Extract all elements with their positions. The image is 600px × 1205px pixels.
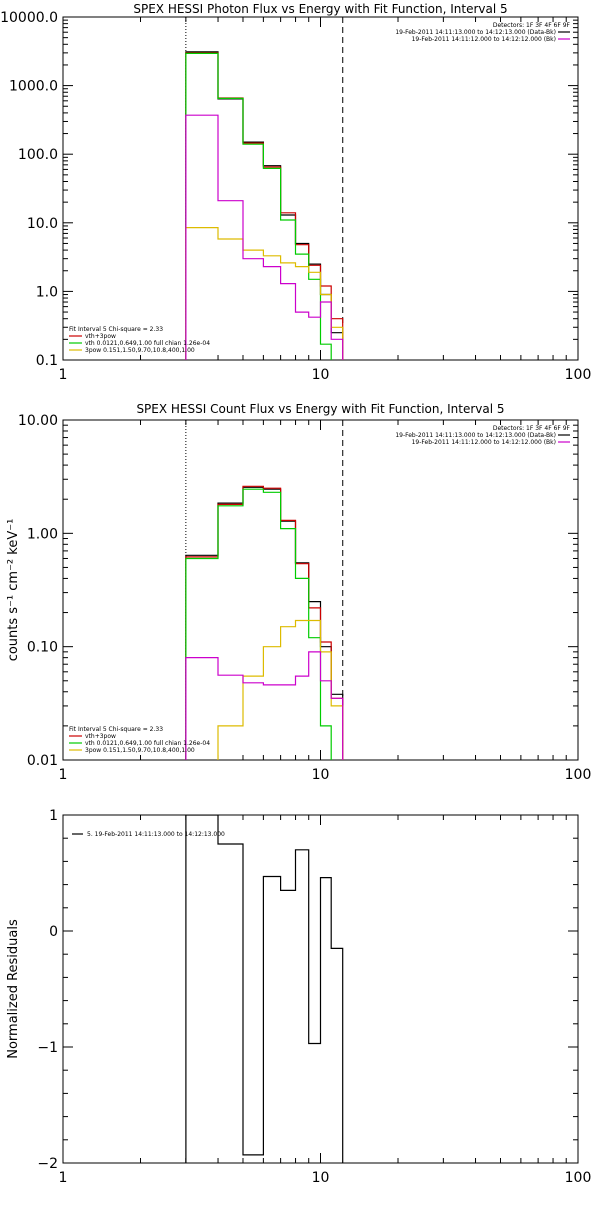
residuals-y-tick-label: 1	[49, 808, 58, 824]
photon-flux-x-tick-label: 10	[312, 367, 330, 383]
count-flux-y-tick-label: 10.00	[18, 413, 58, 429]
residuals-x-tick-label: 1	[59, 1170, 68, 1186]
photon-flux-legend-top-text: 19-Feb-2011 14:11:12.000 to 14:12:12.000…	[412, 36, 556, 43]
count-flux-legend-bottom-text: vth 0.0121,0.649,1.00 full chian 1.26e-0…	[85, 740, 210, 747]
residuals-y-tick-label: −1	[37, 1040, 58, 1056]
residuals-y-tick-label: −2	[37, 1156, 58, 1172]
count-flux-series-data-bk	[185, 486, 344, 760]
residuals-series-residuals	[185, 815, 344, 1163]
count-flux-y-tick-label: 1.00	[27, 526, 58, 542]
count-flux-x-tick-label: 10	[312, 767, 330, 783]
count-flux-series-vth-3pow	[185, 485, 344, 760]
count-flux-y-tick-label: 0.10	[27, 640, 58, 656]
count-flux-legend-bottom-text: vth+3pow	[85, 733, 116, 740]
photon-flux-panel: SPEX HESSI Photon Flux vs Energy with Fi…	[0, 2, 592, 383]
photon-flux-legend-bottom-text: vth 0.0121,0.649,1.00 full chian 1.26e-0…	[85, 340, 210, 347]
residuals-legend-text: 5. 19-Feb-2011 14:11:13.000 to 14:12:13.…	[87, 831, 225, 838]
count-flux-legend-top-text: 19-Feb-2011 14:11:12.000 to 14:12:12.000…	[412, 439, 556, 446]
count-flux-panel: SPEX HESSI Count Flux vs Energy with Fit…	[6, 402, 592, 783]
photon-flux-y-tick-label: 100.0	[18, 147, 58, 163]
photon-flux-legend-top-text: Detectors: 1F 3F 4F 6F 9F	[493, 22, 571, 29]
residuals-y-tick-label: 0	[49, 924, 58, 940]
photon-flux-series-3pow	[185, 227, 344, 360]
photon-flux-title: SPEX HESSI Photon Flux vs Energy with Fi…	[133, 2, 507, 16]
photon-flux-series-data-bk	[185, 51, 344, 360]
photon-flux-series-vth-3pow	[185, 52, 344, 360]
photon-flux-y-tick-label: 1.0	[36, 284, 58, 300]
count-flux-title: SPEX HESSI Count Flux vs Energy with Fit…	[136, 402, 504, 416]
count-flux-series-vth	[185, 488, 332, 760]
count-flux-legend-top-text: Detectors: 1F 3F 4F 6F 9F	[493, 425, 571, 432]
residuals-x-tick-label: 10	[312, 1170, 330, 1186]
count-flux-y-tick-label: 0.01	[27, 753, 58, 769]
count-flux-legend-bottom-text: Fit Interval 5 Chi-square = 2.33	[69, 726, 163, 733]
photon-flux-series-bk	[185, 114, 344, 360]
residuals-y-axis-label: Normalized Residuals	[6, 919, 21, 1059]
count-flux-series-bk	[185, 651, 344, 760]
photon-flux-x-tick-label: 1	[59, 367, 68, 383]
count-flux-legend-bottom-text: 3pow 0.151,1.50,9.70,10.8,400,1.00	[85, 747, 195, 754]
count-flux-y-axis-label: counts s⁻¹ cm⁻² keV⁻¹	[6, 519, 21, 662]
photon-flux-legend-bottom-text: 3pow 0.151,1.50,9.70,10.8,400,1.00	[85, 347, 195, 354]
photon-flux-legend-top-text: 19-Feb-2011 14:11:13.000 to 14:12:13.000…	[395, 29, 556, 36]
photon-flux-y-tick-label: 10000.0	[0, 10, 58, 26]
photon-flux-legend-bottom-text: Fit Interval 5 Chi-square = 2.33	[69, 326, 163, 333]
photon-flux-y-tick-label: 0.1	[36, 353, 58, 369]
photon-flux-x-tick-label: 100	[565, 367, 592, 383]
count-flux-x-tick-label: 1	[59, 767, 68, 783]
count-flux-legend-top-text: 19-Feb-2011 14:11:13.000 to 14:12:13.000…	[395, 432, 556, 439]
photon-flux-y-tick-label: 10.0	[27, 216, 58, 232]
photon-flux-y-tick-label: 1000.0	[9, 79, 58, 95]
photon-flux-legend-bottom-text: vth+3pow	[85, 333, 116, 340]
photon-flux-series-vth	[185, 52, 332, 360]
residuals-x-tick-label: 100	[565, 1170, 592, 1186]
count-flux-series-3pow	[217, 619, 344, 760]
count-flux-x-tick-label: 100	[565, 767, 592, 783]
residuals-panel: Normalized Residuals 1 10 100 −2 −1 0 1 5. 19-F…	[6, 808, 591, 1186]
